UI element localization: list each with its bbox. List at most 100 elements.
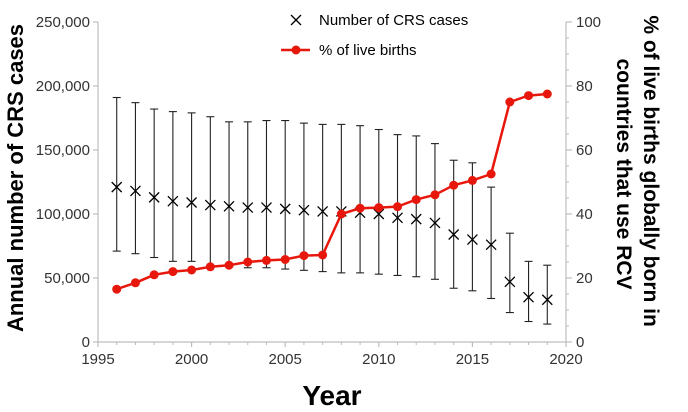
births-point [168,267,178,277]
ticks: 1995 2000 2005 2010 2015 2020050,000100,00015… [36,14,601,368]
births-point [187,265,197,275]
error-bar [318,123,327,273]
births-point [336,209,346,219]
y-right-axis-title-line-2: countries that use RCV [612,58,635,289]
error-bar [262,120,271,269]
births-series [112,89,552,294]
legend-label-births: % of live births [319,42,417,59]
births-point [149,270,159,280]
births-line [116,92,548,291]
y-right-axis-title: % of live births globally born in countr… [612,15,662,332]
y-right-tick-label: 40 [576,206,593,223]
error-bar [524,260,533,323]
births-point [393,202,403,212]
error-bar [243,121,252,269]
crs-point [298,204,310,216]
y-right-tick-label: 20 [576,270,593,287]
births-point [411,195,421,205]
error-bar [112,96,121,252]
crs-point [373,208,385,220]
error-bar [225,121,234,268]
legend-item-crs: Number of CRS cases [290,12,468,29]
crs-point [148,191,160,203]
error-bar [206,116,215,266]
births-point [224,260,234,270]
crs-markers [111,181,553,306]
error-bar [430,143,439,280]
error-bar [187,112,196,262]
crs-point [410,213,422,225]
legend-item-births: % of live births [281,42,417,59]
error-bar [487,186,496,300]
x-tick-label: 2020 [549,351,582,368]
births-point [205,262,215,272]
error-bar [543,264,552,325]
crs-point [541,294,553,306]
error-bar [299,122,308,271]
y-right-axis-title-line-1: % of live births globally born in [639,15,662,327]
error-bar [356,125,365,274]
error-bar [449,159,458,289]
crs-point [279,203,291,215]
crs-point [111,181,123,193]
legend-label-crs: Number of CRS cases [319,12,468,29]
crs-point [317,205,329,217]
crs-point [392,212,403,224]
legend-red-marker [291,45,301,55]
error-bar [412,135,421,278]
births-point [130,278,140,288]
error-bar [374,128,383,275]
y-left-tick-label: 200,000 [36,78,90,95]
y-left-tick-label: 50,000 [44,270,90,287]
y-right-tick-label: 0 [576,334,584,351]
error-bar [337,123,346,274]
error-bar [131,102,140,255]
births-point [243,257,253,267]
crs-point [429,217,441,229]
crs-point [448,229,460,240]
axes [97,22,567,343]
births-point [318,250,328,260]
births-point [261,255,271,265]
crs-point [204,199,216,211]
births-point [505,97,515,107]
births-point [299,251,309,261]
births-point [280,254,290,264]
error-bars [112,96,552,325]
error-bar [281,120,290,270]
legend: Number of CRS cases % of live births [281,12,468,59]
error-bar [150,108,159,259]
error-bar [505,232,514,314]
births-point [355,203,365,213]
x-tick-label: 2015 [456,351,489,368]
births-point [449,180,459,190]
x-tick-label: 2005 [269,351,302,368]
x-tick-label: 2000 [175,351,208,368]
births-point [112,284,122,294]
crs-point [167,195,179,207]
births-point [524,91,534,101]
crs-point [129,185,141,197]
y-right-tick-label: 60 [576,142,593,159]
y-right-tick-label: 100 [576,14,601,31]
crs-point [523,291,535,303]
births-point [542,89,552,99]
y-left-tick-label: 0 [82,334,90,351]
births-point [374,203,384,213]
x-tick-label: 2010 [362,351,395,368]
y-left-tick-label: 100,000 [36,206,90,223]
x-axis-title: Year [302,380,361,411]
births-point [430,190,440,200]
crs-point [504,276,516,288]
crs-point [242,202,254,214]
crs-point [186,197,198,208]
legend-x-marker [290,14,302,26]
y-left-axis-title: Annual number of CRS cases [3,24,28,332]
y-right-tick-label: 80 [576,78,593,95]
crs-point [485,239,497,251]
y-left-tick-label: 150,000 [36,142,90,159]
x-tick-label: 1995 [81,351,114,368]
births-point [486,169,496,179]
y-left-tick-label: 250,000 [36,14,90,31]
